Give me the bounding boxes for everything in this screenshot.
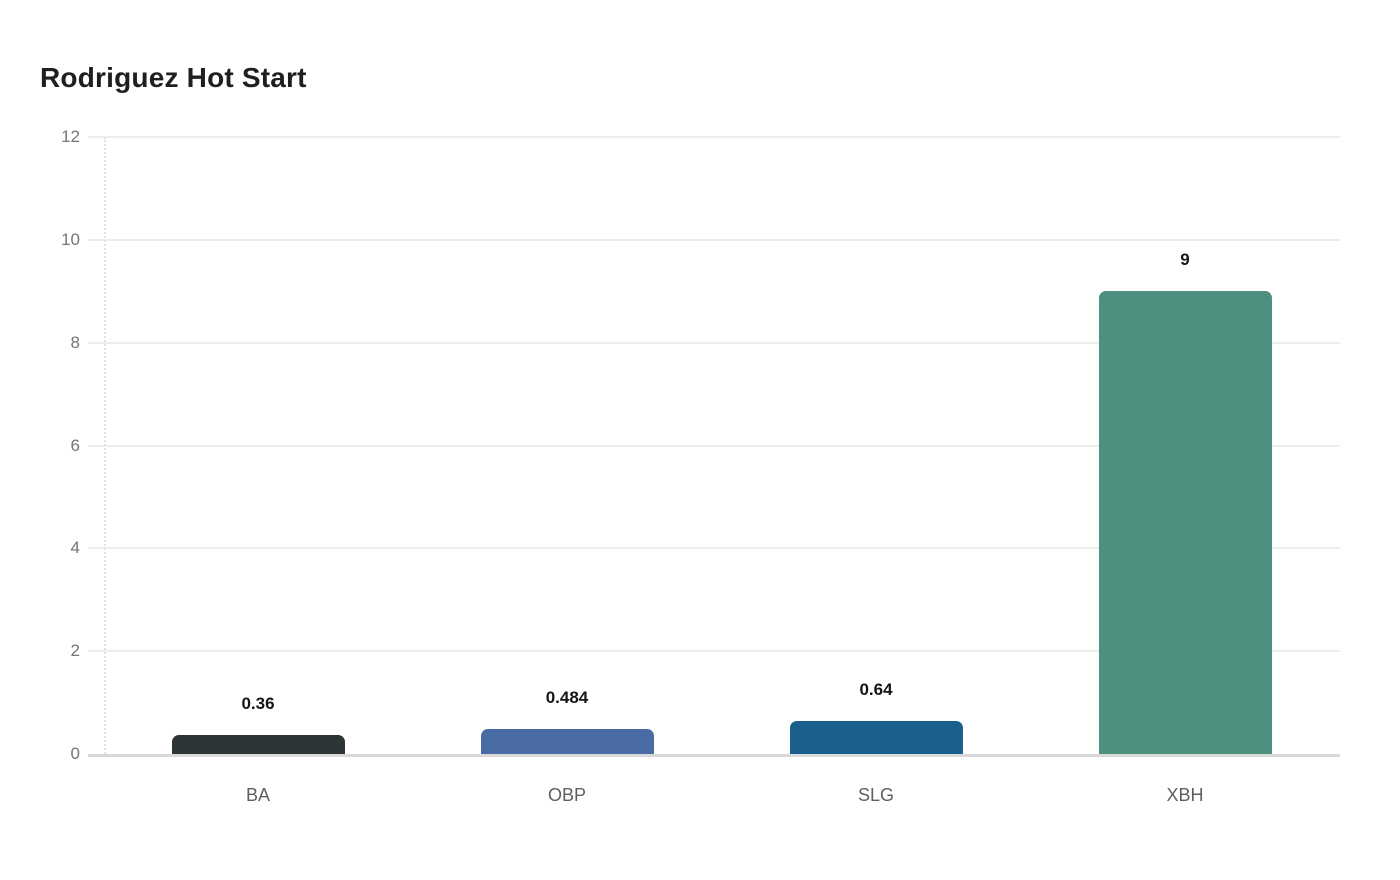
y-tick-label-0: 0 xyxy=(70,744,80,763)
y-tick-label-6: 6 xyxy=(70,435,80,455)
x-category-label-BA: BA xyxy=(245,785,270,805)
bar-OBP[interactable] xyxy=(480,729,654,754)
value-label-BA: 0.36 xyxy=(241,694,275,714)
gridline-y-2 xyxy=(88,650,1340,653)
gridline-y-12 xyxy=(88,136,1340,138)
value-label-SLG: 0.64 xyxy=(859,680,893,700)
value-label-XBH: 9 xyxy=(1180,250,1190,270)
y-axis-line xyxy=(104,137,106,754)
y-tick-label-4: 4 xyxy=(70,538,80,558)
gridline-y-4 xyxy=(88,547,1340,550)
value-label-OBP: 0.484 xyxy=(545,688,589,708)
y-tick-label-10: 10 xyxy=(61,229,80,249)
bar-BA[interactable] xyxy=(171,735,345,754)
y-tick-label-8: 8 xyxy=(70,332,80,352)
chart-title: Rodriguez Hot Start xyxy=(40,62,307,93)
y-tick-label-2: 2 xyxy=(70,641,80,661)
y-tick-label-12: 12 xyxy=(61,127,80,146)
x-category-label-OBP: OBP xyxy=(547,785,586,805)
gridline-y-10 xyxy=(88,238,1340,241)
x-axis-baseline xyxy=(88,754,1340,757)
bar-XBH[interactable] xyxy=(1098,291,1272,754)
gridline-y-6 xyxy=(88,444,1340,447)
x-category-label-XBH: XBH xyxy=(1166,785,1204,805)
gridline-y-8 xyxy=(88,341,1340,344)
x-category-label-SLG: SLG xyxy=(857,785,895,805)
bar-SLG[interactable] xyxy=(789,721,963,754)
